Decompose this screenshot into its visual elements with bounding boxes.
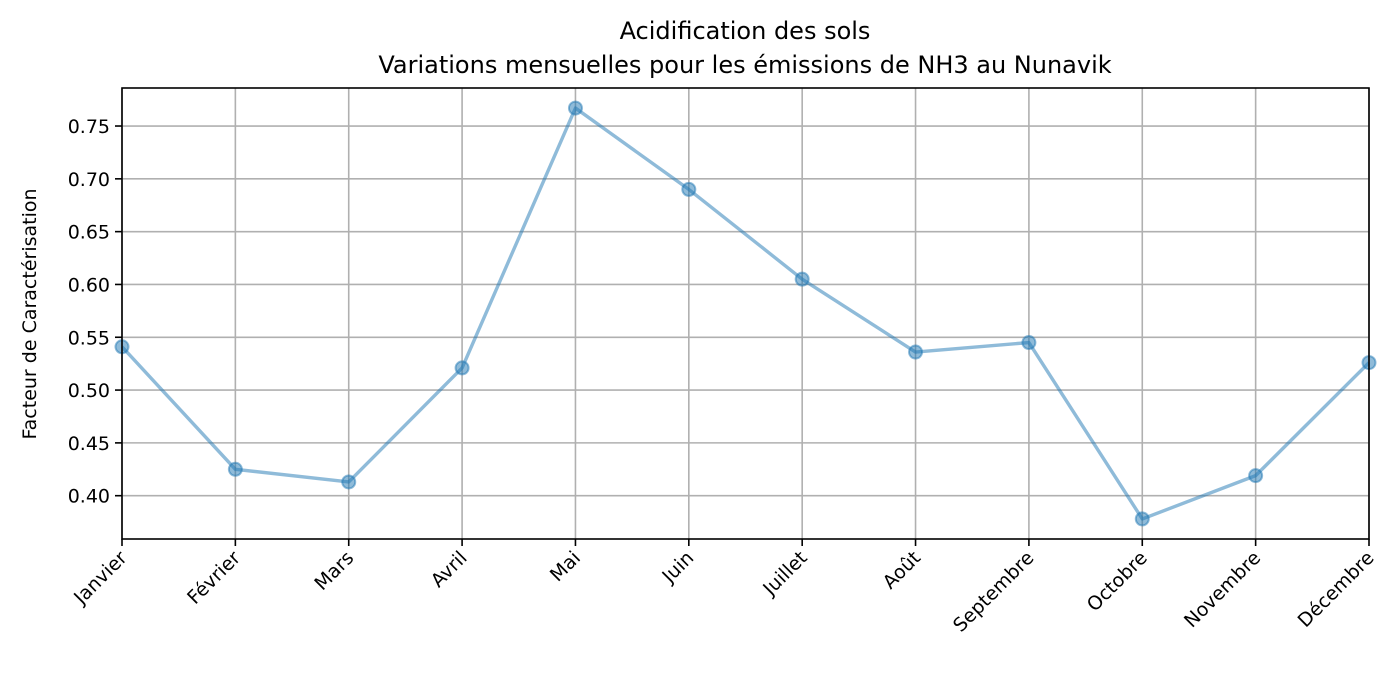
x-tick-label: Mars xyxy=(310,547,358,595)
data-point-novembre xyxy=(1248,468,1264,484)
data-point-juillet xyxy=(794,271,810,287)
y-axis-label: Facteur de Caractérisation xyxy=(19,188,41,439)
series-line xyxy=(120,106,1371,521)
data-point-août xyxy=(908,344,924,360)
data-point-avril xyxy=(454,360,470,376)
y-tick-label: 0.70 xyxy=(68,169,110,191)
data-point-février xyxy=(227,461,243,477)
x-tick-label: Mai xyxy=(546,547,585,586)
data-point-septembre xyxy=(1021,335,1037,351)
y-tick-label: 0.75 xyxy=(68,116,110,138)
chart-title-group: Acidification des sols Variations mensue… xyxy=(378,17,1111,79)
x-tick-label: Janvier xyxy=(69,547,132,610)
chart-subtitle: Variations mensuelles pour les émissions… xyxy=(378,51,1111,79)
x-tick-label: Septembre xyxy=(949,547,1039,637)
x-tick-label: Décembre xyxy=(1294,547,1379,632)
x-tick-label: Juin xyxy=(657,547,698,588)
x-axis: Janvier Février Mars Avril Mai Juin Juillet Aoû… xyxy=(69,539,1379,637)
data-point-mars xyxy=(341,474,357,490)
data-point-octobre xyxy=(1134,511,1150,527)
data-point-juin xyxy=(681,181,697,197)
y-axis: 0.40 0.45 0.50 0.55 0.60 0.65 0.70 0.75 xyxy=(68,116,122,508)
x-tick-label: Octobre xyxy=(1083,547,1152,616)
y-tick-label: 0.50 xyxy=(68,380,110,402)
x-tick-label: Août xyxy=(879,547,926,594)
x-tick-label: Juillet xyxy=(758,547,811,600)
y-tick-label: 0.60 xyxy=(68,274,110,296)
y-tick-label: 0.40 xyxy=(68,486,110,508)
y-tick-label: 0.45 xyxy=(68,433,110,455)
y-tick-label: 0.55 xyxy=(68,327,110,349)
grid xyxy=(121,88,1370,539)
series-layer xyxy=(114,100,1377,527)
y-tick-label: 0.65 xyxy=(68,222,110,244)
x-tick-label: Avril xyxy=(427,547,472,592)
data-point-mai xyxy=(567,100,583,116)
chart-title: Acidification des sols xyxy=(620,17,871,45)
x-tick-label: Février xyxy=(183,547,245,609)
plot-frame xyxy=(121,87,1370,540)
x-tick-label: Novembre xyxy=(1180,547,1265,632)
